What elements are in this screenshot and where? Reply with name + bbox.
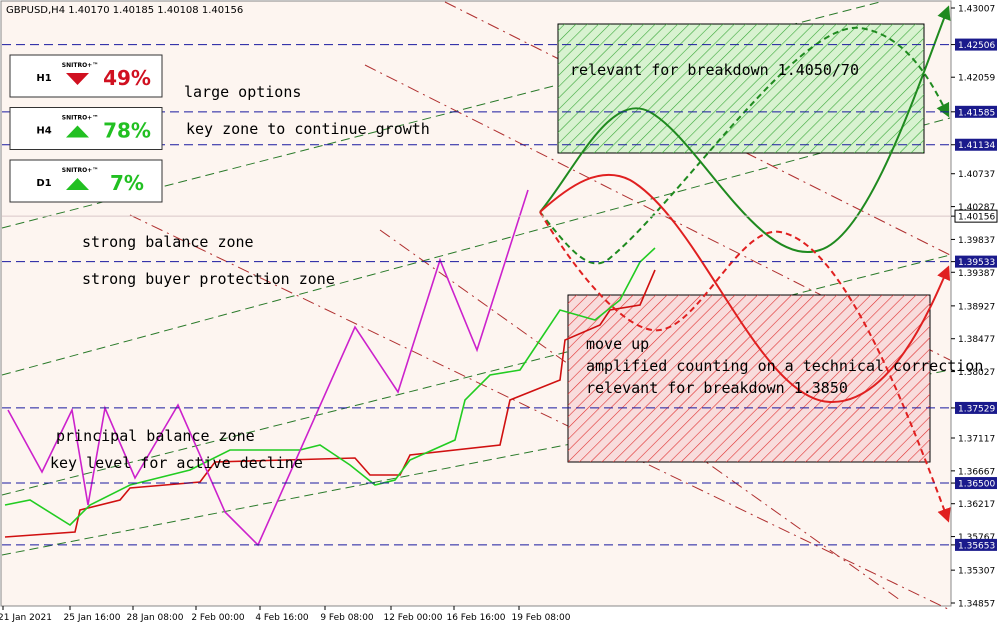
- sell-zone-hatch: [568, 295, 930, 462]
- forecast-up-alt: [539, 26, 950, 265]
- price-label: 1.40287: [958, 203, 995, 213]
- current-label-bg: [954, 209, 998, 223]
- annotation: large options: [184, 83, 301, 101]
- baseline: [4, 269, 656, 538]
- level-label-bg: [955, 138, 997, 151]
- level-label-bg: [955, 255, 997, 268]
- forecast-down-alt: [539, 211, 951, 523]
- price-label: 1.35653: [958, 541, 995, 551]
- price-label: 1.36217: [958, 500, 995, 510]
- price-label: 1.40156: [958, 213, 995, 223]
- panel-brand: SNITRO+™: [62, 167, 98, 174]
- panel-timeframe: H4: [36, 126, 51, 137]
- date-label: 21 Jan 2021: [0, 613, 52, 623]
- price-label: 1.37529: [958, 404, 995, 414]
- date-label: 28 Jan 08:00: [127, 613, 184, 623]
- panel-percent: 49%: [103, 66, 151, 90]
- level-label-bg: [955, 38, 997, 51]
- date-label: 12 Feb 00:00: [383, 613, 442, 623]
- date-label: 19 Feb 08:00: [511, 613, 570, 623]
- layout: [1, 1, 951, 611]
- level-label-bg: [955, 538, 997, 551]
- signal-panel: H4 SNITRO+™ 78%: [9, 107, 163, 150]
- panel-timeframe: H1: [36, 73, 51, 84]
- price-label: 1.38477: [958, 335, 995, 345]
- conversion-line: [4, 247, 656, 527]
- panel-timeframe: D1: [36, 178, 51, 189]
- panel-brand: SNITRO+™: [62, 62, 98, 69]
- annotation: relevant for breakdown 1.4050/70: [570, 61, 859, 79]
- panel-box: [9, 107, 163, 150]
- annotation: amplified counting on a technical correc…: [586, 357, 983, 375]
- forecast-up: [539, 5, 951, 254]
- direction-arrow: [66, 125, 89, 138]
- price-label: 1.38927: [958, 302, 995, 312]
- signal-panel: H1 SNITRO+™ 49%: [9, 54, 163, 98]
- price-label: 1.39533: [958, 258, 995, 268]
- level-label-bg: [955, 401, 997, 414]
- price-label: 1.38027: [958, 368, 995, 378]
- level-label-bg: [955, 105, 997, 118]
- price-label: 1.41585: [958, 108, 995, 118]
- price-label: 1.42059: [958, 74, 995, 84]
- price-label: 1.34857: [958, 600, 995, 610]
- panel-percent: 7%: [110, 171, 144, 195]
- annotation: strong buyer protection zone: [82, 270, 335, 288]
- annotation: strong balance zone: [82, 233, 254, 251]
- price-label: 1.43007: [958, 5, 995, 15]
- price-label: 1.42506: [958, 41, 995, 51]
- annotation: relevant for breakdown 1.3850: [586, 379, 848, 397]
- annotation: principal balance zone: [56, 427, 255, 445]
- direction-arrow: [66, 178, 89, 190]
- buy-zone-hatch: [558, 24, 924, 153]
- price-label: 1.39837: [958, 236, 995, 246]
- date-label: 9 Feb 08:00: [320, 613, 374, 623]
- panel-percent: 78%: [103, 119, 151, 143]
- annotation: key level for active decline: [50, 454, 303, 472]
- date-label: 4 Feb 16:00: [255, 613, 309, 623]
- price-label: 1.37117: [958, 435, 995, 445]
- price-label: 1.40737: [958, 170, 995, 180]
- signal-panel: D1 SNITRO+™ 7%: [9, 159, 163, 203]
- chart-header: GBPUSD,H4 1.40170 1.40185 1.40108 1.4015…: [6, 5, 243, 16]
- date-label: 2 Feb 00:00: [191, 613, 245, 623]
- price-label: 1.36500: [958, 480, 995, 490]
- price-label: 1.39387: [958, 269, 995, 279]
- annotation: key zone to continue growth: [186, 120, 430, 138]
- zigzag: [7, 189, 529, 547]
- date-label: 16 Feb 16:00: [446, 613, 505, 623]
- panel-box: [9, 159, 163, 203]
- date-label: 25 Jan 16:00: [64, 613, 121, 623]
- direction-arrow: [66, 73, 89, 85]
- annotation: move up: [586, 335, 649, 353]
- panel-brand: SNITRO+™: [62, 115, 98, 122]
- price-label: 1.36667: [958, 467, 995, 477]
- price-label: 1.41134: [958, 141, 995, 151]
- forecast-down: [539, 173, 951, 404]
- price-label: 1.35767: [958, 533, 995, 543]
- level-label-bg: [955, 477, 997, 490]
- price-label: 1.35307: [958, 567, 995, 577]
